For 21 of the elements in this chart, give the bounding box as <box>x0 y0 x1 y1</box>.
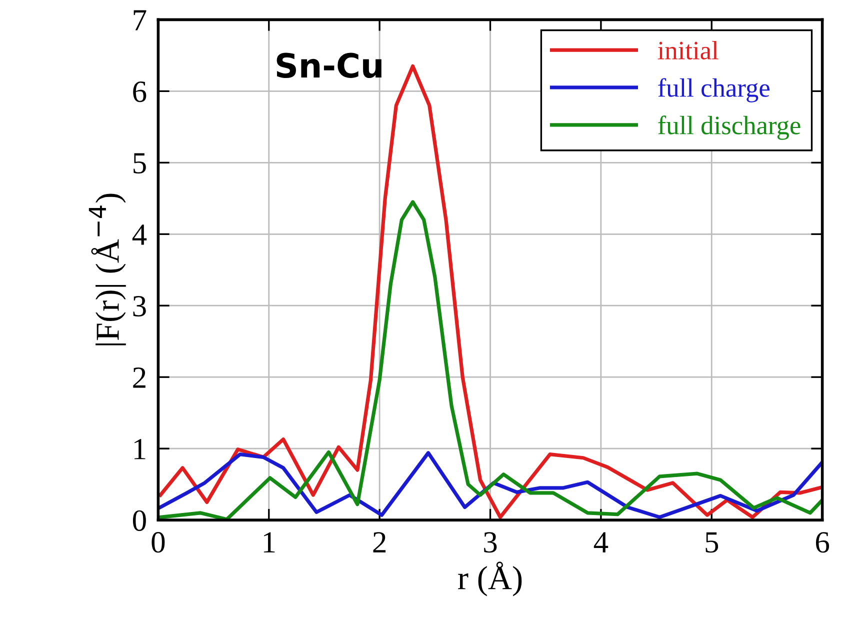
x-axis-title: r (Å) <box>458 562 522 596</box>
x-tick-label: 6 <box>816 532 830 553</box>
y-tick-label: 1 <box>134 439 146 460</box>
legend-label: full charge <box>658 78 770 102</box>
y-tick-label: 4 <box>132 224 147 245</box>
x-tick-label: 4 <box>594 532 608 552</box>
y-tick-label: 6 <box>133 82 146 102</box>
x-tick-label: 0 <box>152 532 165 553</box>
legend-label: initial <box>658 40 718 60</box>
y-tick-label: 2 <box>133 367 146 388</box>
x-tick-label: 1 <box>264 532 275 552</box>
y-tick-label: 5 <box>134 153 146 174</box>
legend-label: full discharge <box>658 116 800 140</box>
x-tick-label: 3 <box>484 532 497 553</box>
y-tick-label: 0 <box>132 510 146 531</box>
y-axis-title: |F(r)| (Å$^{−4}$) <box>88 194 126 346</box>
annotation: Sn-Cu <box>276 52 382 78</box>
x-tick-label: 2 <box>373 532 386 552</box>
y-tick-label: 3 <box>133 296 146 317</box>
y-tick-label: 7 <box>134 10 146 30</box>
x-tick-label: 5 <box>706 532 718 553</box>
